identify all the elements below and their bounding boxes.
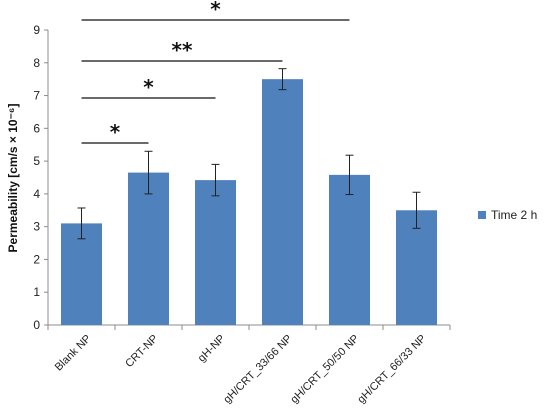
bar	[61, 223, 102, 325]
x-category-label: gH/CRT_66/33 NP	[355, 333, 428, 406]
bar	[329, 174, 370, 325]
x-category-label: gH/CRT_50/50 NP	[288, 333, 361, 406]
y-tick-label: 2	[33, 252, 40, 266]
y-tick-label: 7	[33, 89, 40, 103]
y-tick-label: 8	[33, 56, 40, 70]
chart-axes: 0 1 2 3 4 5 6 7 8 9	[33, 23, 451, 332]
significance-brackets: *****	[81, 0, 350, 144]
legend-label: Time 2 h	[491, 208, 537, 222]
legend-swatch	[478, 211, 486, 219]
x-category-label: CRT-NP	[123, 333, 160, 370]
x-category-label: gH-NP	[196, 333, 228, 365]
chart-error-bars	[77, 68, 421, 240]
significance-label: *	[210, 0, 221, 21]
y-tick-label: 0	[33, 318, 40, 332]
y-tick-label: 6	[33, 121, 40, 135]
y-tick-label: 1	[33, 285, 40, 299]
y-tick-label: 4	[33, 187, 40, 201]
significance-label: *	[110, 120, 121, 144]
y-tick-label: 3	[33, 220, 40, 234]
bar	[128, 172, 169, 325]
y-axis-label: Permeability [cm/s × 10⁻⁶]	[6, 104, 20, 253]
x-category-label: gH/CRT_33/66 NP	[221, 333, 294, 406]
bar	[262, 79, 303, 326]
y-tick-label: 5	[33, 154, 40, 168]
significance-label: **	[172, 38, 193, 62]
bar	[195, 180, 236, 325]
chart-legend: Time 2 h	[478, 208, 537, 222]
bar	[396, 210, 437, 325]
chart-bars	[61, 79, 437, 326]
significance-label: *	[143, 75, 154, 99]
x-category-label: Blank NP	[53, 333, 94, 374]
y-tick-label: 9	[33, 23, 40, 37]
